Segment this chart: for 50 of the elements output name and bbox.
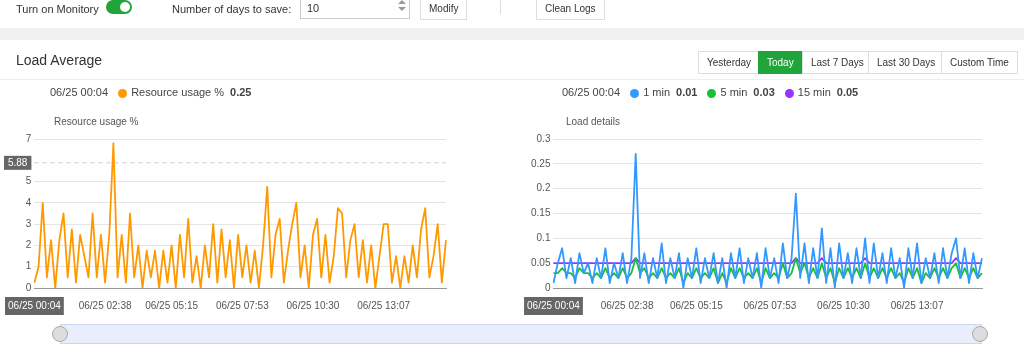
y-tick-label: 0.1 bbox=[536, 232, 551, 244]
text: Number of days to save: bbox=[172, 3, 292, 15]
y-axis-title: Resource usage % bbox=[54, 116, 139, 127]
y-tick-label: 0.25 bbox=[530, 157, 551, 169]
y-tick-label: 0.3 bbox=[536, 132, 551, 144]
x-tick-label: 06/25 13:07 bbox=[890, 299, 944, 311]
text: Last 7 Days bbox=[802, 51, 873, 74]
text: Turn on Monitory bbox=[16, 3, 99, 15]
x-tick-label: 06/25 00:04 bbox=[8, 299, 62, 311]
y-tick-label: 0.15 bbox=[530, 207, 551, 219]
y-tick-label: 5 bbox=[25, 175, 32, 187]
text: Today bbox=[758, 51, 803, 74]
ref-line-label: 5.88 bbox=[7, 156, 28, 168]
x-tick-label: 06/25 10:30 bbox=[817, 299, 871, 311]
x-tick-label: 06/25 00:04 bbox=[527, 299, 581, 311]
legend-label: Resource usage % bbox=[131, 86, 225, 98]
y-tick-label: 0.2 bbox=[536, 182, 551, 194]
text: 06/25 00:04 bbox=[50, 86, 109, 98]
text: Custom Time bbox=[941, 51, 1018, 74]
x-tick-label: 06/25 07:53 bbox=[743, 299, 797, 311]
x-tick-label: 06/25 05:15 bbox=[145, 299, 199, 311]
x-tick-label: 06/25 02:38 bbox=[78, 299, 132, 311]
text: Yesterday bbox=[698, 51, 761, 74]
y-tick-label: 1 bbox=[25, 260, 32, 272]
y-axis-title: Load details bbox=[566, 116, 620, 127]
y-tick-label: 0.05 bbox=[530, 256, 551, 268]
text: 0.05 bbox=[836, 86, 859, 98]
x-tick-label: 06/25 02:38 bbox=[600, 299, 654, 311]
y-tick-label: 0 bbox=[544, 281, 551, 293]
x-tick-label: 06/25 05:15 bbox=[669, 299, 724, 311]
text: 0.25 bbox=[230, 86, 252, 98]
y-tick-label: 2 bbox=[25, 239, 32, 251]
legend-label: 1 min bbox=[643, 86, 671, 98]
text: 10 bbox=[300, 0, 410, 19]
y-tick-label: 3 bbox=[25, 217, 32, 229]
legend-label: 15 min bbox=[797, 86, 831, 98]
y-tick-label: 0 bbox=[25, 281, 32, 293]
text: Last 30 Days bbox=[868, 51, 945, 74]
text: 06/25 00:04 bbox=[562, 86, 621, 98]
text: Modify bbox=[420, 0, 468, 20]
x-tick-label: 06/25 10:30 bbox=[286, 299, 340, 311]
legend-label: 5 min bbox=[720, 86, 748, 98]
text: Clean Logs bbox=[536, 0, 605, 20]
text: Load Average bbox=[16, 52, 103, 68]
y-tick-label: 4 bbox=[25, 196, 32, 208]
x-tick-label: 06/25 07:53 bbox=[215, 299, 270, 311]
text: 0.01 bbox=[676, 86, 698, 98]
text: 0.03 bbox=[753, 86, 775, 98]
y-tick-label: 7 bbox=[25, 132, 32, 144]
x-tick-label: 06/25 13:07 bbox=[357, 299, 411, 311]
